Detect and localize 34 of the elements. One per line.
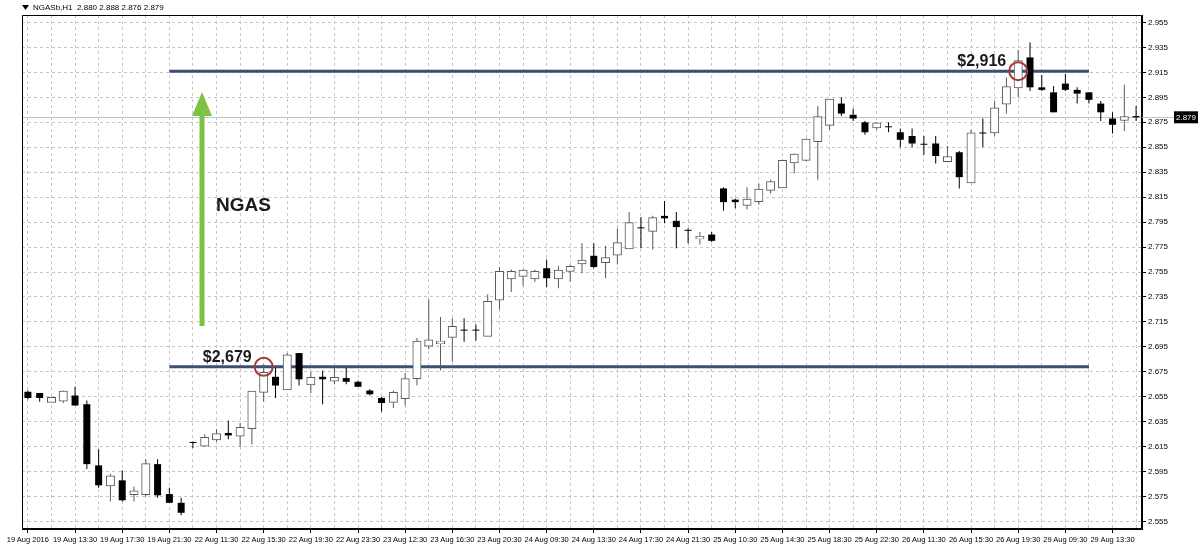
y-tick-label: 2.615 (1148, 441, 1169, 451)
candlestick (684, 228, 692, 244)
y-tick-label: 2.575 (1148, 491, 1169, 501)
candlestick (920, 136, 928, 155)
y-tick-label: 2.635 (1148, 416, 1169, 426)
candlestick (637, 217, 645, 249)
candlestick (979, 118, 987, 148)
y-tick-label: 2.715 (1148, 317, 1169, 327)
y-tick-label: 2.795 (1148, 217, 1169, 227)
y-tick-label: 2.595 (1148, 466, 1169, 476)
y-tick-label: 2.915 (1148, 67, 1169, 77)
y-tick-label: 2.735 (1148, 292, 1169, 302)
y-tick-label: 2.935 (1148, 42, 1169, 52)
annotation: $2,916 (957, 52, 1007, 70)
y-tick-label: 2.755 (1148, 267, 1169, 277)
annotation: $2,679 (202, 347, 252, 365)
y-tick-label: 2.955 (1148, 17, 1169, 27)
candlestick (472, 324, 480, 341)
y-tick-label: 2.895 (1148, 92, 1169, 102)
candlestick (885, 122, 893, 133)
y-tick-label: 2.655 (1148, 391, 1169, 401)
y-tick-label: 2.815 (1148, 192, 1169, 202)
y-tick-label: 2.555 (1148, 516, 1169, 526)
y-tick-label: 2.675 (1148, 367, 1169, 377)
candlestick (460, 318, 468, 342)
y-tick-label: 2.835 (1148, 167, 1169, 177)
ref-line-label: 2.879 (1175, 113, 1197, 122)
candlestick (436, 316, 446, 371)
chart-title: NGASb,H1 2.880 2.888 2.876 2.879 (33, 3, 164, 12)
y-tick-label: 2.875 (1148, 117, 1169, 127)
y-tick-label: 2.855 (1148, 142, 1169, 152)
annotation: NGAS (216, 194, 271, 216)
y-tick-label: 2.695 (1148, 342, 1169, 352)
y-tick-label: 2.775 (1148, 242, 1169, 252)
